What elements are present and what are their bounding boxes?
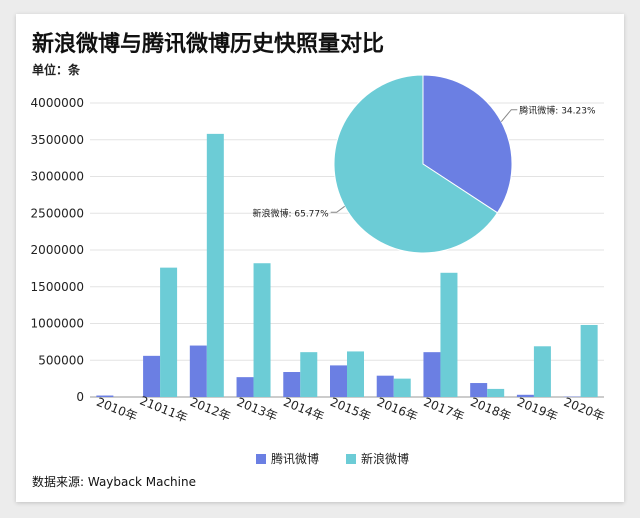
chart-canvas: 0 500000 1000000 1500000 2000000 2500000 30000…: [31, 74, 607, 466]
bar-sina: [253, 263, 271, 397]
x-tick-label: 2015年: [328, 395, 373, 424]
y-tick-label: 0: [76, 390, 84, 404]
y-tick-label: 1000000: [31, 317, 84, 331]
legend-label: 新浪微博: [361, 451, 409, 466]
x-tick-label: 2019年: [515, 395, 560, 424]
y-tick-label: 3500000: [31, 133, 84, 147]
x-tick-label: 2012年: [188, 395, 233, 424]
source-note: 数据来源: Wayback Machine: [32, 475, 196, 489]
x-tick-label: 21011年: [138, 393, 190, 425]
pie-label-tencent: 腾讯微博: 34.23%: [519, 105, 596, 117]
bar-sina: [533, 346, 551, 397]
bar-sina: [347, 351, 364, 397]
pie-label-sina: 新浪微博: 65.77%: [252, 207, 329, 219]
pie-leader-line: [500, 109, 518, 123]
bar-sina: [160, 267, 178, 397]
bar-sina: [487, 388, 505, 397]
bar-sina: [580, 324, 598, 397]
y-tick-label: 2000000: [31, 243, 84, 257]
bar-sina: [206, 133, 224, 397]
bar-tencent: [96, 395, 114, 397]
bar-tencent: [330, 365, 347, 397]
y-tick-label: 500000: [38, 353, 84, 367]
bar-tencent: [470, 383, 488, 397]
chart-title: 新浪微博与腾讯微博历史快照量对比: [32, 32, 385, 57]
x-tick-label: 2017年: [422, 395, 467, 424]
x-tick-label: 2020年: [562, 395, 607, 424]
x-tick-label: 2018年: [468, 395, 513, 424]
legend-swatch-tencent: [256, 454, 266, 464]
y-tick-label: 3000000: [31, 170, 84, 184]
y-tick-label: 4000000: [31, 96, 84, 110]
pie-slice-sina: [333, 74, 499, 254]
legend-swatch-sina: [346, 454, 356, 464]
pie-leader-line: [330, 205, 346, 213]
bar-tencent: [423, 352, 441, 397]
bar-tencent: [236, 377, 254, 397]
bar-tencent: [376, 375, 394, 397]
y-tick-label: 1500000: [31, 280, 84, 294]
y-tick-label: 2500000: [31, 206, 84, 220]
bar-tencent: [189, 345, 207, 397]
x-tick-label: 2014年: [281, 395, 326, 424]
x-tick-label: 2016年: [375, 395, 420, 424]
legend-label: 腾讯微博: [271, 451, 319, 466]
bar-sina: [393, 378, 411, 397]
bar-tencent: [283, 372, 301, 397]
bar-tencent: [143, 355, 161, 397]
bar-sina: [300, 352, 318, 397]
unit-label: 单位：条: [32, 63, 81, 77]
chart-card: 新浪微博与腾讯微博历史快照量对比 单位：条 0 500000 1000000 1500…: [16, 14, 624, 502]
x-tick-label: 2010年: [95, 395, 140, 424]
bar-sina: [440, 272, 458, 397]
bar-tencent: [516, 394, 534, 397]
x-tick-label: 2013年: [235, 395, 280, 424]
